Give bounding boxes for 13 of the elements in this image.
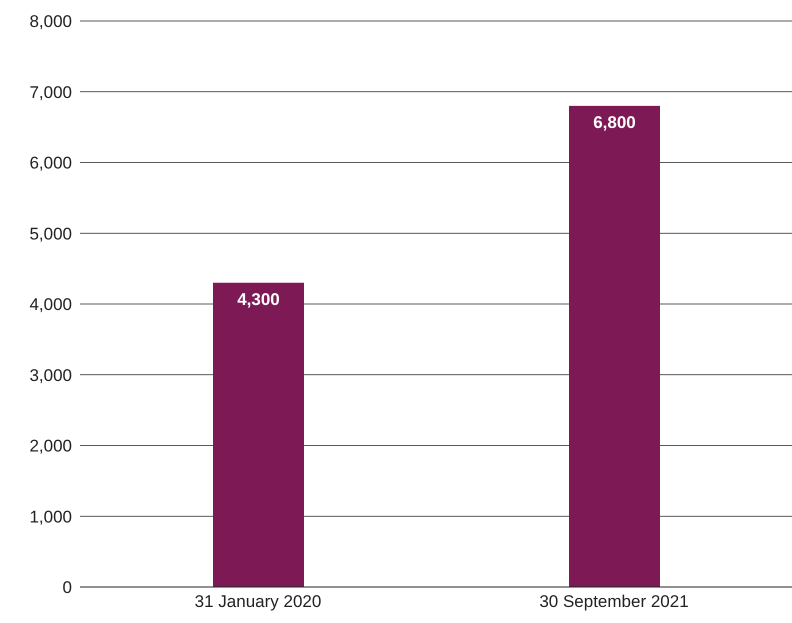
data-label: 4,300 — [237, 290, 280, 309]
y-tick-label: 2,000 — [29, 436, 72, 456]
x-tick-label: 30 September 2021 — [539, 592, 689, 612]
y-tick-label: 4,000 — [29, 295, 72, 314]
y-tick-label: 0 — [62, 578, 72, 598]
y-tick-label: 5,000 — [29, 224, 72, 244]
y-tick-label: 6,000 — [29, 154, 72, 173]
x-tick-label: 31 January 2020 — [194, 592, 322, 612]
y-tick-label: 7,000 — [29, 82, 72, 102]
y-tick-label: 1,000 — [29, 507, 72, 526]
y-tick-label: 8,000 — [29, 12, 72, 32]
y-tick-label: 3,000 — [29, 366, 72, 385]
data-label: 6,800 — [593, 112, 636, 132]
